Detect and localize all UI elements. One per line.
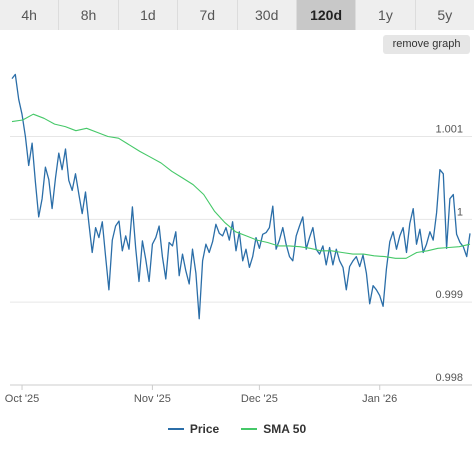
- x-tick-label: Oct '25: [5, 393, 40, 405]
- y-tick-label: 1.001: [435, 124, 463, 136]
- range-button-30d[interactable]: 30d: [237, 0, 297, 30]
- legend-sma-swatch: [241, 428, 258, 430]
- range-button-7d[interactable]: 7d: [178, 0, 238, 30]
- range-button-8h[interactable]: 8h: [59, 0, 119, 30]
- y-tick-label: 0.999: [435, 289, 463, 301]
- sma-series-line[interactable]: [11, 113, 471, 259]
- range-button-4h[interactable]: 4h: [0, 0, 60, 30]
- chart-legend: Price SMA 50: [0, 420, 474, 438]
- legend-sma-label: SMA 50: [263, 422, 307, 436]
- range-button-1y[interactable]: 1y: [356, 0, 416, 30]
- x-tick-label: Dec '25: [241, 393, 278, 405]
- x-tick-label: Jan '26: [362, 393, 397, 405]
- y-tick-label: 0.998: [435, 372, 463, 384]
- y-tick-label: 1: [457, 206, 463, 218]
- range-button-120d[interactable]: 120d: [296, 0, 357, 30]
- time-range-selector: 4h 8h 1d 7d 30d 120d 1y 5y: [0, 0, 474, 30]
- x-tick-label: Nov '25: [134, 393, 171, 405]
- legend-item-sma[interactable]: SMA 50: [241, 422, 306, 436]
- price-series-line[interactable]: [11, 73, 471, 320]
- range-button-1d[interactable]: 1d: [118, 0, 179, 30]
- legend-price-swatch: [167, 428, 184, 430]
- legend-item-price[interactable]: Price: [167, 422, 220, 436]
- remove-graph-button[interactable]: remove graph: [383, 35, 470, 54]
- legend-price-label: Price: [189, 422, 220, 436]
- range-button-5y[interactable]: 5y: [415, 0, 474, 30]
